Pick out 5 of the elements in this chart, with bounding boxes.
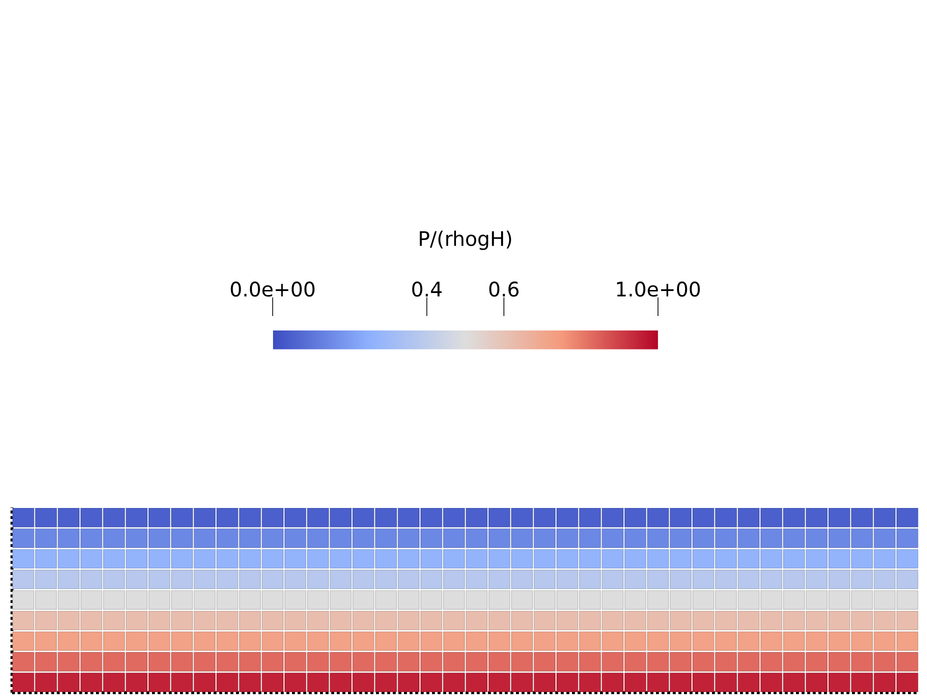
color-bar-label: 0.0e+00 [230,282,314,297]
color-bar-title: P/(rhogH) [420,230,512,250]
color-bar-label: 0.4 [412,282,442,297]
color-bar-label: 1.0e+00 [617,282,700,297]
color-bar-label: 0.6 [489,282,519,297]
